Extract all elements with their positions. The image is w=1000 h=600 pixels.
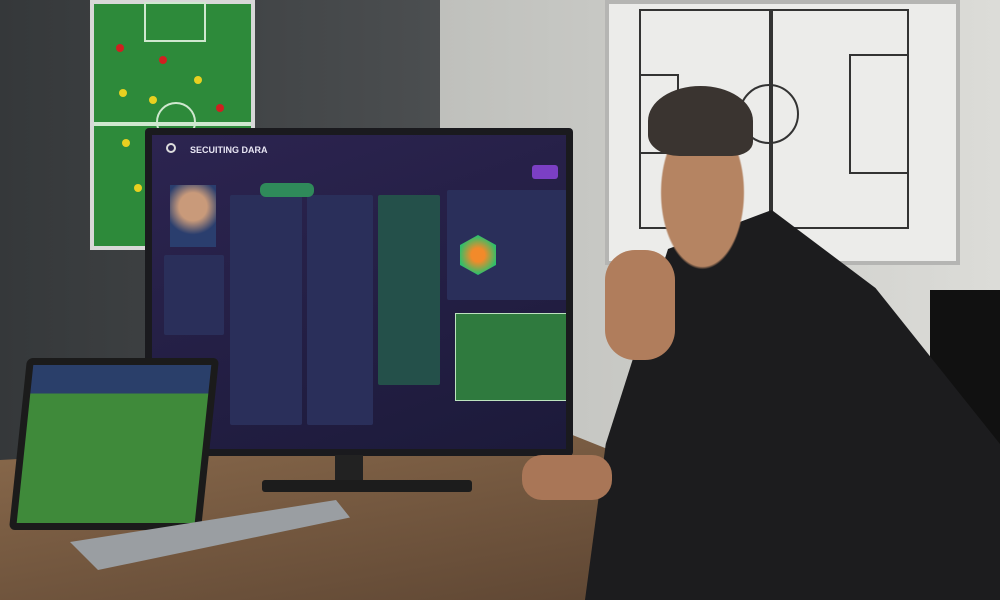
match-footage (16, 365, 212, 523)
marker (149, 96, 157, 104)
action-button[interactable] (532, 165, 558, 179)
monitor: SECUITING DARA (145, 128, 573, 456)
monitor-base (262, 480, 472, 492)
player-avatar (170, 185, 216, 247)
man-hand-chin (605, 250, 675, 360)
marker (119, 89, 127, 97)
marker (216, 104, 224, 112)
app-title: SECUITING DARA (190, 145, 268, 155)
laptop-screen (8, 358, 220, 530)
penalty-box (144, 2, 206, 42)
stats-column-highlight (378, 195, 440, 385)
man-hand-desk (522, 455, 612, 500)
status-pill (260, 183, 314, 197)
heatmap-pitch (455, 313, 566, 401)
marker (159, 56, 167, 64)
marker (134, 184, 142, 192)
marker (194, 76, 202, 84)
app-logo-icon (166, 143, 176, 153)
penalty-box (849, 54, 909, 174)
player-info-panel (164, 255, 224, 335)
stats-column (307, 195, 373, 425)
scouting-dashboard: SECUITING DARA (152, 135, 566, 449)
marker (116, 44, 124, 52)
man-hair (648, 86, 753, 156)
marker (122, 139, 130, 147)
stats-column (230, 195, 302, 425)
